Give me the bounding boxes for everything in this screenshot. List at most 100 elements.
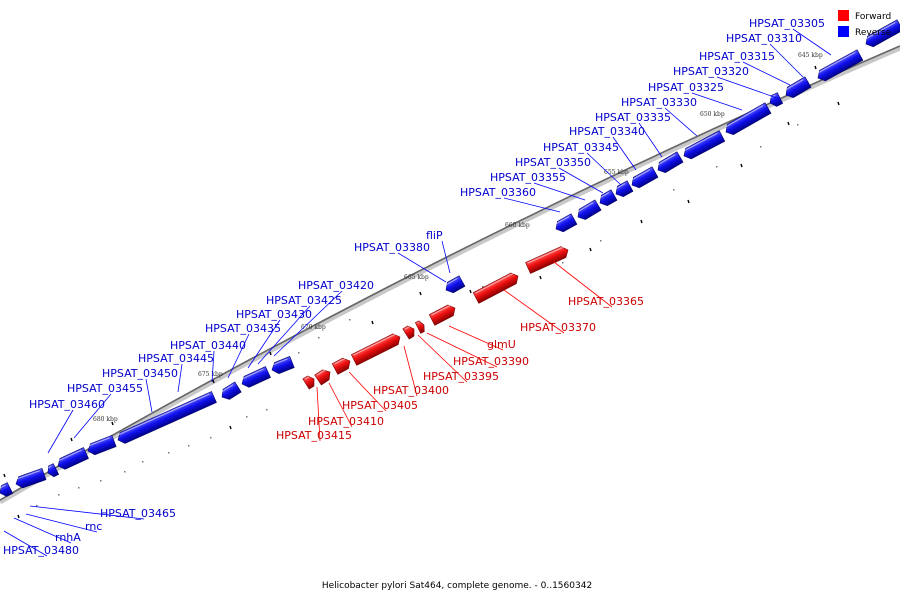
reverse-gene-box [87, 435, 117, 456]
gene-label: HPSAT_03315 [699, 50, 775, 63]
reverse-gene-box [445, 275, 466, 294]
reverse-gene-box [47, 463, 60, 478]
gene-label: glmU [487, 338, 516, 351]
reverse-gene-box [0, 482, 14, 497]
forward-gene-box [314, 369, 331, 386]
gene-label: HPSAT_03445 [138, 352, 214, 365]
reverse-gene-box [817, 49, 864, 82]
gene-label: HPSAT_03435 [205, 322, 281, 335]
tick-mark [589, 247, 592, 252]
reverse-gene-box [657, 151, 684, 173]
tick-mark [70, 437, 73, 442]
gene-label: HPSAT_03370 [520, 321, 596, 334]
gene-labels: HPSAT_03305 HPSAT_03310 HPSAT_03315 HPSAT_0… [3, 17, 825, 557]
scale-label: 645 kbp [798, 52, 823, 59]
forward-strand-genes [302, 246, 569, 390]
label-leader-line [503, 197, 561, 213]
forward-gene-box [414, 320, 425, 334]
tick-mark [229, 425, 232, 430]
label-leader-line [247, 319, 281, 369]
label-leader-line [145, 378, 153, 413]
reverse-gene-box [241, 366, 271, 388]
label-leader-line [716, 76, 778, 99]
tick-mark [640, 219, 643, 224]
tick-mark [3, 473, 6, 478]
gene-label: HPSAT_03465 [100, 507, 176, 520]
scale-dot [600, 240, 602, 242]
scale-dot [298, 352, 300, 354]
scale-label: 660 kbp [505, 222, 530, 229]
reverse-gene-box [615, 180, 634, 198]
label-leader-line [227, 333, 250, 379]
tick-mark [814, 65, 817, 70]
scale-dot [266, 409, 268, 411]
scale-dot [482, 286, 484, 288]
label-leader-line [769, 43, 804, 78]
reverse-strand-genes [0, 19, 900, 497]
scale-dot [124, 471, 126, 473]
scale-labels: 645 kbp 650 kbp 655 kbp 660 kbp 665 kbp 670 k… [93, 52, 823, 423]
tick-mark [212, 379, 215, 384]
gene-label: HPSAT_03425 [266, 294, 342, 307]
forward-gene-box [525, 246, 569, 274]
forward-gene-box [302, 375, 315, 390]
gene-label: HPSAT_03400 [373, 384, 449, 397]
scale-dot [673, 189, 675, 191]
label-leader-line [273, 290, 343, 357]
reverse-gene-box [15, 467, 47, 489]
gene-label: HPSAT_03410 [308, 415, 384, 428]
scale-dots [36, 124, 799, 507]
scale-dot [318, 337, 320, 339]
reverse-gene-box [57, 447, 89, 470]
scale-dot [142, 461, 144, 463]
scale-dot [78, 487, 80, 489]
label-leader-line [533, 182, 586, 201]
tick-mark [17, 514, 20, 519]
scale-label: 655 kbp [604, 169, 629, 176]
forward-gene-box [402, 325, 415, 340]
label-leader-line [638, 122, 663, 158]
scale-dot [210, 437, 212, 439]
reverse-gene-box [865, 19, 900, 48]
gene-label: HPSAT_03390 [453, 355, 529, 368]
reverse-gene-box [725, 102, 772, 136]
tick-mark [111, 421, 114, 426]
gene-label: HPSAT_03480 [3, 544, 79, 557]
forward-gene-box [472, 272, 519, 304]
reverse-gene-box [599, 189, 618, 207]
label-leader-line [73, 393, 112, 439]
reverse-gene-box [577, 199, 602, 220]
label-leader-line [403, 345, 418, 397]
label-leader-line [25, 513, 98, 533]
gene-label: HPSAT_03330 [621, 96, 697, 109]
label-leader-line [558, 167, 604, 194]
label-leader-line [742, 61, 791, 86]
gene-label: HPSAT_03325 [648, 81, 724, 94]
tick-mark [371, 320, 374, 325]
label-leader-line [586, 152, 622, 186]
tick-mark [740, 163, 743, 168]
reverse-gene-box [221, 381, 242, 400]
gene-label: HPSAT_03310 [726, 32, 802, 45]
forward-gene-box [428, 304, 456, 326]
gene-label: HPSAT_03460 [29, 398, 105, 411]
gene-label: HPSAT_03360 [460, 186, 536, 199]
gene-label: HPSAT_03340 [569, 125, 645, 138]
gene-label: HPSAT_03395 [423, 370, 499, 383]
legend-forward-swatch [838, 10, 849, 21]
scale-dot [716, 166, 718, 168]
legend: Forward Reverse [838, 10, 892, 38]
scale-dot [188, 445, 190, 447]
scale-dot [760, 146, 762, 148]
scale-label: 670 kbp [301, 324, 326, 331]
label-leader-line [612, 136, 637, 171]
label-leader-line [211, 350, 215, 383]
scale-dot [797, 124, 799, 126]
gene-label: HPSAT_03420 [298, 279, 374, 292]
scale-dot [36, 505, 38, 507]
gene-label: HPSAT_03335 [595, 111, 671, 124]
label-leader-line [177, 363, 183, 393]
label-leader-line [426, 332, 498, 368]
label-leader-line [397, 252, 447, 283]
reverse-gene-box [683, 130, 726, 160]
